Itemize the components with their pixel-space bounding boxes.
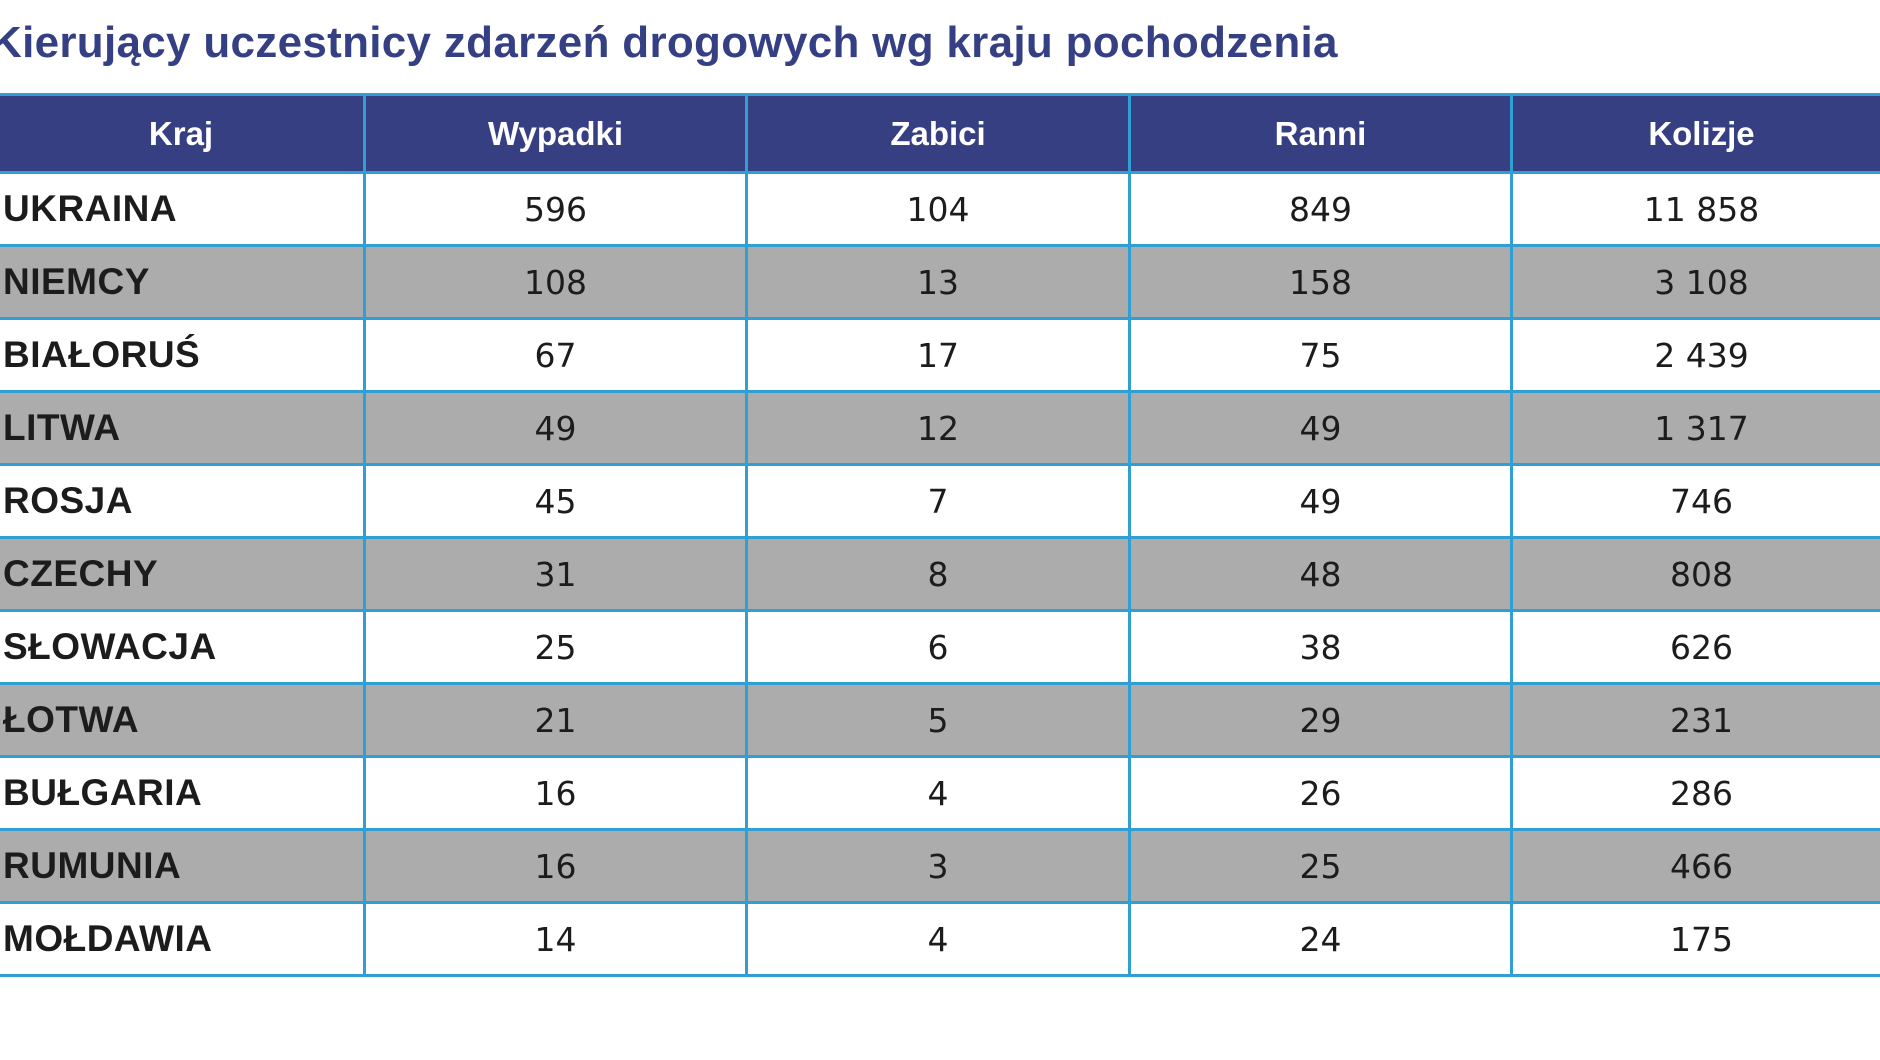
cell-kolizje: 231 — [1510, 682, 1880, 758]
cell-wypadki: 67 — [363, 317, 748, 393]
cell-kolizje: 626 — [1510, 609, 1880, 685]
cell-wypadki: 596 — [363, 171, 748, 247]
table-body: UKRAINA 596 104 849 11 858 NIEMCY 108 13 158 3 10… — [0, 171, 1880, 977]
cell-country: NIEMCY — [0, 244, 366, 320]
cell-zabici: 17 — [745, 317, 1131, 393]
header-cell-ranni: Ranni — [1128, 93, 1513, 174]
table-row: ŁOTWA 21 5 29 231 — [0, 682, 1880, 758]
cell-wypadki: 108 — [363, 244, 748, 320]
cell-country: BUŁGARIA — [0, 755, 366, 831]
cell-kolizje: 175 — [1510, 901, 1880, 977]
cell-ranni: 38 — [1128, 609, 1513, 685]
header-cell-wypadki: Wypadki — [363, 93, 748, 174]
table-row: BUŁGARIA 16 4 26 286 — [0, 755, 1880, 831]
cell-wypadki: 25 — [363, 609, 748, 685]
cell-wypadki: 16 — [363, 755, 748, 831]
cell-kolizje: 11 858 — [1510, 171, 1880, 247]
cell-wypadki: 49 — [363, 390, 748, 466]
cell-zabici: 12 — [745, 390, 1131, 466]
cell-zabici: 8 — [745, 536, 1131, 612]
cell-country: ROSJA — [0, 463, 366, 539]
cell-country: SŁOWACJA — [0, 609, 366, 685]
header-cell-kolizje: Kolizje — [1510, 93, 1880, 174]
cell-zabici: 4 — [745, 901, 1131, 977]
cell-country: CZECHY — [0, 536, 366, 612]
cell-kolizje: 286 — [1510, 755, 1880, 831]
cell-kolizje: 808 — [1510, 536, 1880, 612]
cell-kolizje: 466 — [1510, 828, 1880, 904]
cell-zabici: 13 — [745, 244, 1131, 320]
country-stats-table: Kraj Wypadki Zabici Ranni Kolizje UKRAIN… — [0, 93, 1880, 977]
cell-ranni: 849 — [1128, 171, 1513, 247]
table-row: MOŁDAWIA 14 4 24 175 — [0, 901, 1880, 977]
cell-wypadki: 45 — [363, 463, 748, 539]
cell-country: BIAŁORUŚ — [0, 317, 366, 393]
cell-kolizje: 746 — [1510, 463, 1880, 539]
cell-ranni: 24 — [1128, 901, 1513, 977]
table-row: CZECHY 31 8 48 808 — [0, 536, 1880, 612]
table-row: ROSJA 45 7 49 746 — [0, 463, 1880, 539]
cell-zabici: 104 — [745, 171, 1131, 247]
cell-ranni: 49 — [1128, 390, 1513, 466]
cell-ranni: 48 — [1128, 536, 1513, 612]
page-title: Kierujący uczestnicy zdarzeń drogowych w… — [0, 18, 1338, 67]
table-row: RUMUNIA 16 3 25 466 — [0, 828, 1880, 904]
cell-kolizje: 3 108 — [1510, 244, 1880, 320]
cell-kolizje: 2 439 — [1510, 317, 1880, 393]
cell-zabici: 5 — [745, 682, 1131, 758]
cell-ranni: 158 — [1128, 244, 1513, 320]
cell-wypadki: 14 — [363, 901, 748, 977]
cell-wypadki: 31 — [363, 536, 748, 612]
cell-wypadki: 21 — [363, 682, 748, 758]
cell-ranni: 25 — [1128, 828, 1513, 904]
table-row: NIEMCY 108 13 158 3 108 — [0, 244, 1880, 320]
table-row: SŁOWACJA 25 6 38 626 — [0, 609, 1880, 685]
cell-country: LITWA — [0, 390, 366, 466]
table-row: UKRAINA 596 104 849 11 858 — [0, 171, 1880, 247]
cell-country: UKRAINA — [0, 171, 366, 247]
table-row: BIAŁORUŚ 67 17 75 2 439 — [0, 317, 1880, 393]
table-row: LITWA 49 12 49 1 317 — [0, 390, 1880, 466]
header-cell-kraj: Kraj — [0, 93, 366, 174]
cell-zabici: 3 — [745, 828, 1131, 904]
cell-kolizje: 1 317 — [1510, 390, 1880, 466]
table-header: Kraj Wypadki Zabici Ranni Kolizje — [0, 93, 1880, 174]
cell-country: RUMUNIA — [0, 828, 366, 904]
header-cell-zabici: Zabici — [745, 93, 1131, 174]
cell-country: MOŁDAWIA — [0, 901, 366, 977]
header-row: Kraj Wypadki Zabici Ranni Kolizje — [0, 93, 1880, 174]
cell-wypadki: 16 — [363, 828, 748, 904]
cell-ranni: 26 — [1128, 755, 1513, 831]
cell-ranni: 75 — [1128, 317, 1513, 393]
cell-zabici: 7 — [745, 463, 1131, 539]
cell-zabici: 4 — [745, 755, 1131, 831]
cell-zabici: 6 — [745, 609, 1131, 685]
cell-ranni: 29 — [1128, 682, 1513, 758]
cell-ranni: 49 — [1128, 463, 1513, 539]
cell-country: ŁOTWA — [0, 682, 366, 758]
